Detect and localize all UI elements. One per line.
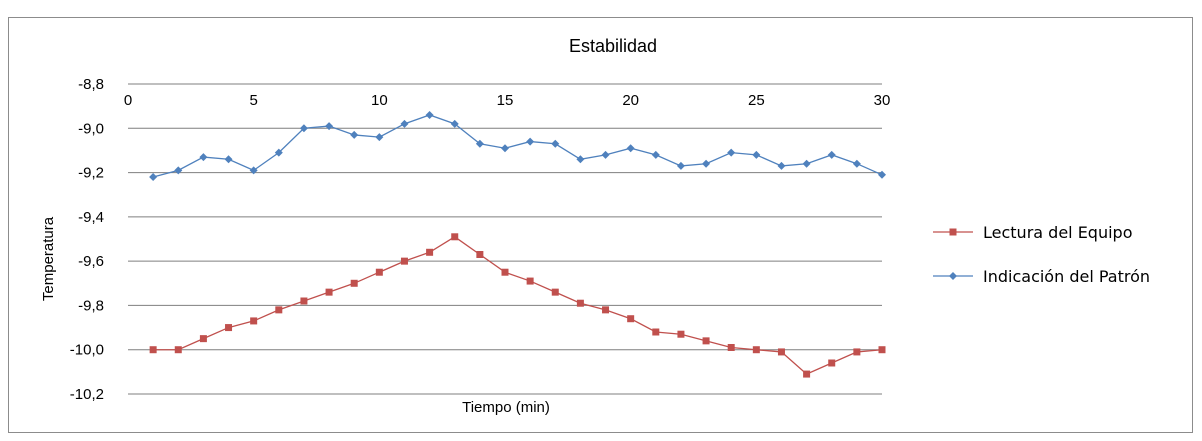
series xyxy=(149,111,886,378)
data-point xyxy=(627,315,635,323)
y-axis-ticks: -8,8 -9,0 -9,2 -9,4 -9,6 -9,8 -10,0 -10,2 xyxy=(70,76,104,403)
data-point xyxy=(576,155,585,164)
data-point xyxy=(677,330,685,338)
data-point xyxy=(300,297,308,305)
data-point xyxy=(425,111,434,119)
data-point xyxy=(225,324,233,332)
legend-label: Indicación del Patrón xyxy=(983,267,1150,286)
legend-label: Lectura del Equipo xyxy=(983,223,1132,242)
y-tick-label: -9,6 xyxy=(78,253,104,270)
data-point xyxy=(250,317,258,325)
data-point xyxy=(803,370,811,378)
series-line xyxy=(152,114,883,178)
data-point xyxy=(174,346,182,354)
data-point xyxy=(149,346,157,354)
data-point xyxy=(676,161,685,170)
data-point xyxy=(174,166,183,175)
data-point xyxy=(602,306,610,314)
x-axis-ticks: 0 5 10 15 20 25 30 xyxy=(124,92,891,109)
x-axis-label: Tiempo (min) xyxy=(462,399,550,416)
y-tick-label: -8,8 xyxy=(78,76,104,93)
data-point xyxy=(777,348,785,356)
data-point xyxy=(375,133,384,142)
data-point xyxy=(476,251,484,258)
data-point xyxy=(551,288,559,296)
legend: Lectura del Equipo Indicación del Patrón xyxy=(933,223,1150,286)
data-point xyxy=(325,288,333,296)
data-point xyxy=(199,153,208,162)
data-point xyxy=(777,161,786,170)
data-point xyxy=(475,139,484,148)
line-chart: Estabilidad -8,8 -9,0 -9,2 -9,4 -9,6 -9,8 -10,… xyxy=(40,36,1150,416)
data-point xyxy=(299,124,308,133)
chart-title: Estabilidad xyxy=(569,36,657,56)
x-tick-label: 5 xyxy=(249,92,257,109)
data-point xyxy=(852,159,861,168)
data-point xyxy=(727,344,735,351)
x-tick-label: 25 xyxy=(748,92,765,109)
x-tick-label: 0 xyxy=(124,92,132,109)
data-point xyxy=(727,148,736,157)
series-indicacion-del-patron xyxy=(149,111,886,181)
data-point xyxy=(752,150,761,159)
data-point xyxy=(827,150,836,159)
data-point xyxy=(651,150,660,159)
data-point xyxy=(551,139,560,148)
legend-item: Indicación del Patrón xyxy=(933,267,1150,286)
data-point xyxy=(878,170,886,179)
data-point xyxy=(224,155,233,164)
data-point xyxy=(526,277,534,285)
y-tick-label: -9,4 xyxy=(78,209,104,226)
data-point xyxy=(652,328,660,336)
data-point xyxy=(450,119,459,128)
x-tick-label: 20 xyxy=(622,92,639,109)
data-point xyxy=(400,257,408,265)
data-point xyxy=(249,166,258,175)
data-point xyxy=(601,150,610,159)
data-point xyxy=(878,346,886,354)
chart-area: Estabilidad -8,8 -9,0 -9,2 -9,4 -9,6 -9,8 -10,… xyxy=(8,17,1193,433)
x-tick-label: 10 xyxy=(371,92,388,109)
data-point xyxy=(451,233,459,241)
y-tick-label: -10,2 xyxy=(70,386,104,403)
data-point xyxy=(426,248,434,256)
data-point xyxy=(501,268,509,276)
data-point xyxy=(400,119,409,128)
data-point xyxy=(526,137,535,146)
data-point xyxy=(752,346,760,354)
data-point xyxy=(853,348,861,356)
legend-marker xyxy=(949,228,957,236)
legend-marker xyxy=(949,272,957,280)
data-point xyxy=(501,144,509,153)
data-point xyxy=(702,159,711,168)
y-tick-label: -9,0 xyxy=(78,120,104,137)
data-point xyxy=(576,299,584,307)
data-point xyxy=(626,144,635,153)
series-lectura-del-equipo xyxy=(149,233,886,378)
y-tick-label: -9,8 xyxy=(78,297,104,314)
data-point xyxy=(350,279,358,287)
data-point xyxy=(274,148,283,157)
data-point xyxy=(828,359,836,367)
y-axis-label: Temperatura xyxy=(40,216,57,301)
data-point xyxy=(275,306,283,314)
data-point xyxy=(325,122,334,131)
data-point xyxy=(375,268,383,276)
data-point xyxy=(149,173,158,181)
y-tick-label: -10,0 xyxy=(70,342,104,359)
data-point xyxy=(350,130,359,139)
x-tick-label: 15 xyxy=(497,92,514,109)
data-point xyxy=(702,337,710,345)
data-point xyxy=(802,159,811,168)
series-line xyxy=(153,236,883,375)
legend-item: Lectura del Equipo xyxy=(933,223,1132,242)
data-point xyxy=(199,335,207,343)
x-tick-label: 30 xyxy=(874,92,891,109)
y-tick-label: -9,2 xyxy=(78,165,104,182)
gridlines xyxy=(128,83,882,395)
